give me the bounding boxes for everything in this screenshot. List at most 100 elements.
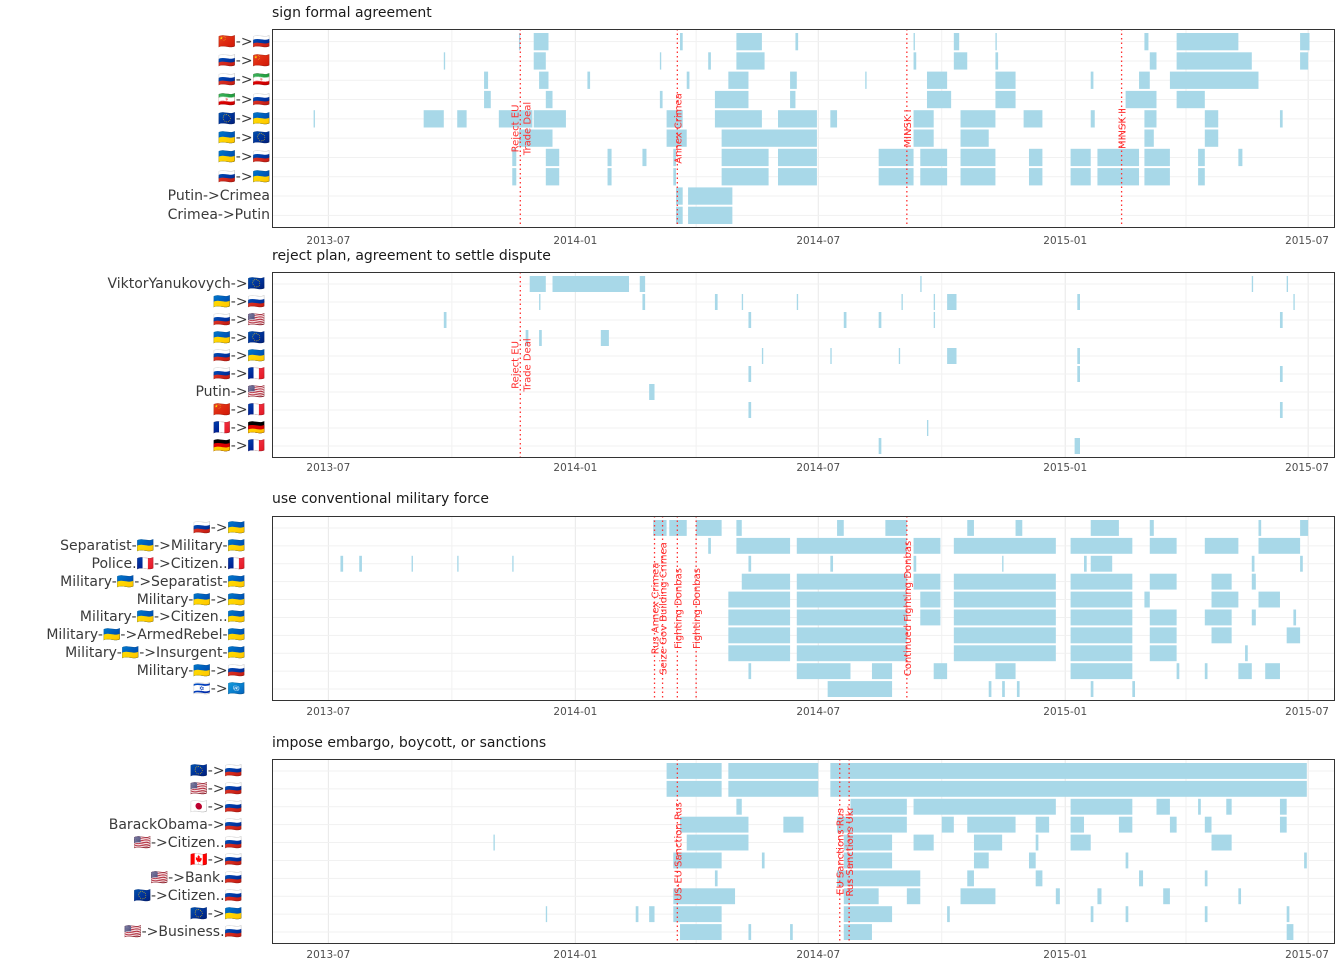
event-bar [933, 294, 936, 310]
event-bar [898, 348, 901, 364]
chart-reject-plan: Reject EU Trade Deal [272, 272, 1335, 458]
event-bar [796, 591, 907, 608]
event-bar [1097, 888, 1102, 905]
panel-title-sanctions: impose embargo, boycott, or sanctions [272, 735, 547, 751]
event-bar [913, 834, 934, 851]
event-bar [1028, 852, 1036, 869]
event-bar [871, 663, 893, 680]
event-bar [947, 906, 950, 923]
event-bar [953, 573, 1056, 590]
x-tick-label: 2014-01 [553, 949, 598, 961]
row-label: 🇷🇺->🇮🇷 [218, 72, 270, 89]
event-bar [313, 110, 315, 128]
plot-frame [272, 272, 1335, 458]
event-bar [913, 129, 934, 147]
event-bar [830, 110, 838, 128]
event-bar [728, 645, 791, 662]
event-bar [457, 555, 459, 572]
row-label: 🇨🇳->🇷🇺 [218, 33, 270, 50]
event-bar [830, 555, 834, 572]
event-marker-label: Trade Deal [522, 338, 533, 392]
event-bar [1139, 71, 1150, 89]
event-bar [843, 834, 893, 851]
event-bar [680, 33, 683, 51]
event-bar [688, 187, 733, 205]
event-marker-label: MINSK II [1118, 108, 1129, 149]
x-tick-label: 2015-07 [1285, 706, 1329, 718]
event-bar [830, 780, 1307, 797]
event-bar [443, 52, 446, 70]
event-bar [1074, 438, 1080, 454]
event-marker-label: US-EU Sanction Rus [673, 802, 684, 901]
event-bar [714, 110, 762, 128]
event-bar [748, 663, 752, 680]
event-bar [666, 129, 687, 147]
event-bar [843, 924, 872, 940]
event-bar [777, 168, 817, 186]
event-bar [708, 52, 711, 70]
event-bar [545, 168, 560, 186]
event-bar [920, 591, 941, 608]
event-bar [1286, 906, 1290, 923]
event-bar [714, 870, 718, 887]
event-bar [960, 148, 996, 167]
event-bar [1070, 645, 1133, 662]
x-tick-label: 2013-07 [306, 706, 351, 718]
event-bar [878, 312, 882, 328]
event-bar [1077, 294, 1080, 310]
event-bar [1097, 148, 1140, 167]
event-bar [967, 870, 974, 887]
row-label: Separatist-🇺🇦->Military-🇺🇦 [60, 537, 245, 554]
event-bar [666, 780, 722, 797]
event-bar [686, 834, 749, 851]
event-marker-label: Annex Crimea [673, 93, 684, 163]
event-bar [913, 555, 917, 572]
event-bar [673, 148, 676, 167]
event-bar [659, 90, 663, 109]
event-bar [1279, 798, 1287, 815]
event-bar [1238, 663, 1252, 680]
event-bar [1265, 663, 1280, 680]
row-label: 🇯🇵->🇷🇺 [190, 798, 242, 815]
event-bar [728, 609, 791, 626]
event-bar [607, 168, 612, 186]
event-bar [837, 520, 844, 536]
event-bar [1251, 555, 1255, 572]
event-bar [878, 438, 882, 454]
event-bar [777, 148, 817, 167]
event-bar [728, 627, 791, 644]
event-bar [843, 852, 893, 869]
event-bar [761, 852, 765, 869]
event-bar [1286, 924, 1294, 940]
event-bar [960, 110, 996, 128]
event-bar [850, 798, 907, 815]
event-bar [865, 71, 867, 89]
event-bar [1176, 90, 1205, 109]
event-bar [673, 168, 676, 186]
row-label: Military-🇺🇦->Insurgent-🇺🇦 [65, 645, 245, 662]
x-tick-label: 2015-07 [1285, 235, 1329, 247]
event-bar [1300, 520, 1309, 536]
x-tick-label: 2015-07 [1285, 462, 1329, 474]
event-bar [920, 609, 941, 626]
event-bar [539, 330, 542, 346]
event-bar [1211, 573, 1232, 590]
event-bar [1070, 168, 1091, 186]
event-bar [901, 294, 903, 310]
event-bar [639, 276, 646, 292]
event-bar [484, 71, 489, 89]
event-bar [649, 906, 655, 923]
event-bar [913, 33, 915, 51]
event-bar [1070, 591, 1133, 608]
event-bar [748, 555, 752, 572]
x-tick-label: 2015-01 [1043, 949, 1088, 961]
event-bar [1149, 537, 1177, 554]
event-bar [913, 52, 917, 70]
x-tick-label: 2014-01 [553, 462, 598, 474]
event-bar [721, 148, 769, 167]
event-bar [533, 110, 566, 128]
panel-title-reject-plan: reject plan, agreement to settle dispute [272, 248, 551, 264]
event-bar [1070, 816, 1085, 833]
event-bar [920, 148, 948, 167]
